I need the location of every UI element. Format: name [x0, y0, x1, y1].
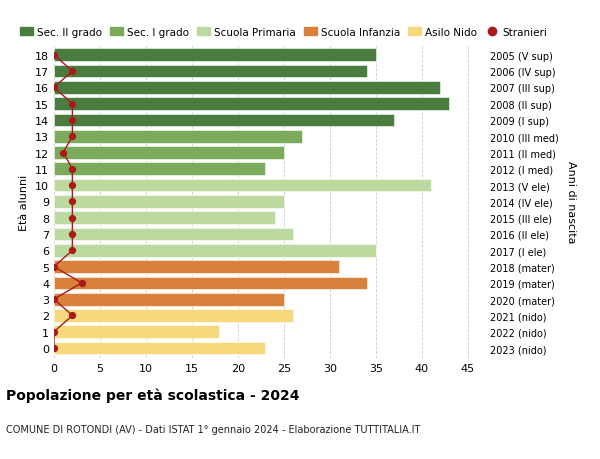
Bar — [54, 163, 265, 176]
Bar — [54, 147, 284, 160]
Bar — [54, 131, 302, 143]
Point — [68, 68, 77, 76]
Bar — [54, 196, 284, 208]
Point — [68, 101, 77, 108]
Bar — [54, 98, 449, 111]
Point — [68, 117, 77, 124]
Bar — [54, 261, 339, 273]
Point — [68, 214, 77, 222]
Bar — [54, 244, 376, 257]
Text: COMUNE DI ROTONDI (AV) - Dati ISTAT 1° gennaio 2024 - Elaborazione TUTTITALIA.IT: COMUNE DI ROTONDI (AV) - Dati ISTAT 1° g… — [6, 425, 421, 435]
Legend: Sec. II grado, Sec. I grado, Scuola Primaria, Scuola Infanzia, Asilo Nido, Stran: Sec. II grado, Sec. I grado, Scuola Prim… — [20, 28, 547, 38]
Bar — [54, 82, 440, 95]
Bar — [54, 66, 367, 78]
Point — [49, 263, 59, 271]
Bar — [54, 228, 293, 241]
Bar — [54, 179, 431, 192]
Point — [68, 198, 77, 206]
Point — [68, 182, 77, 190]
Point — [49, 296, 59, 303]
Bar — [54, 326, 220, 338]
Point — [49, 84, 59, 92]
Bar — [54, 114, 394, 127]
Bar — [54, 49, 376, 62]
Point — [68, 312, 77, 319]
Point — [68, 231, 77, 238]
Point — [68, 247, 77, 254]
Point — [68, 166, 77, 173]
Bar — [54, 342, 265, 355]
Text: Popolazione per età scolastica - 2024: Popolazione per età scolastica - 2024 — [6, 388, 299, 403]
Point — [49, 52, 59, 59]
Point — [49, 345, 59, 352]
Point — [58, 150, 68, 157]
Point — [77, 280, 86, 287]
Bar — [54, 293, 284, 306]
Y-axis label: Età alunni: Età alunni — [19, 174, 29, 230]
Point — [49, 328, 59, 336]
Y-axis label: Anni di nascita: Anni di nascita — [566, 161, 575, 243]
Bar — [54, 212, 275, 224]
Bar — [54, 309, 293, 322]
Point — [68, 133, 77, 140]
Bar — [54, 277, 367, 290]
